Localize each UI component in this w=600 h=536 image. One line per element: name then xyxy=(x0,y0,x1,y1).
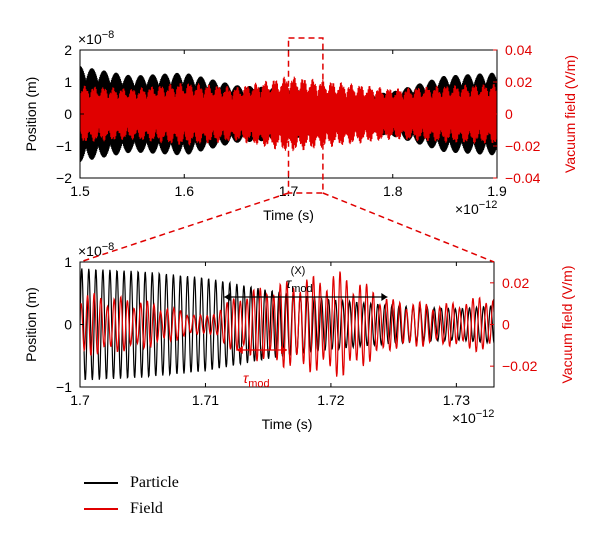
x-tick-label: 1.6 xyxy=(175,183,195,199)
x-tick-label: 1.71 xyxy=(192,392,219,408)
y2-tick-label: −0.02 xyxy=(502,358,538,374)
y-tick-label: 1 xyxy=(64,254,72,270)
y2-axis-label: Vacuum field (V/m) xyxy=(562,55,578,173)
x-tick-label: 1.73 xyxy=(443,392,470,408)
y-tick-label: 1 xyxy=(64,74,72,90)
zoom-box xyxy=(287,37,324,194)
bottom-chart: 1.7 1.71 1.72 1.7310−10.020−0.02×10−8×10−12… xyxy=(23,241,575,432)
y-tick-label: 0 xyxy=(64,106,72,122)
legend-swatch-field xyxy=(84,508,118,510)
y2-axis-label: Vacuum field (V/m) xyxy=(559,266,575,384)
zoom-line-right xyxy=(322,192,495,263)
x-tick-label: 1.8 xyxy=(383,183,403,199)
zoom-connector-lines xyxy=(79,192,495,263)
plot-area xyxy=(80,66,497,162)
tau-x-arrowhead-right xyxy=(381,293,388,301)
x-tick-label: 1.72 xyxy=(317,392,344,408)
legend-label-particle: Particle xyxy=(130,474,179,491)
tau-field-arrowhead-left xyxy=(236,346,243,354)
x-axis-label: Time (s) xyxy=(262,416,313,432)
series-field-line xyxy=(80,76,497,152)
zoom-line-left xyxy=(79,192,289,263)
y2-tick-label: 0.02 xyxy=(502,275,529,291)
y2-tick-label: −0.04 xyxy=(505,170,541,186)
y-tick-label: −2 xyxy=(56,170,72,186)
legend-label-field: Field xyxy=(130,500,163,517)
plot-area xyxy=(80,268,494,381)
legend-item-particle: Particle xyxy=(84,470,179,496)
y2-tick-label: 0 xyxy=(502,317,510,333)
y-tick-label: −1 xyxy=(56,138,72,154)
x-exponent-label: ×10−12 xyxy=(455,199,497,217)
legend-swatch-particle xyxy=(84,482,118,484)
tau-x-arrowhead-left xyxy=(224,293,231,301)
legend: Particle Field xyxy=(84,470,179,522)
y-axis-label: Position (m) xyxy=(23,77,39,152)
y-axis-label: Position (m) xyxy=(23,287,39,362)
x-axis-label: Time (s) xyxy=(263,207,314,223)
tau-field-arrowhead-right xyxy=(281,346,287,354)
y2-tick-label: −0.02 xyxy=(505,138,541,154)
y2-tick-label: 0 xyxy=(505,106,513,122)
y-tick-label: 2 xyxy=(64,42,72,58)
x-tick-label: 1.9 xyxy=(487,183,507,199)
y2-tick-label: 0.02 xyxy=(505,74,532,90)
series-field-line xyxy=(80,271,494,377)
y-tick-label: 0 xyxy=(64,317,72,333)
y-exponent-label: ×10−8 xyxy=(78,29,114,47)
top-chart: 1.5 1.6 1.7 1.8 1.9210−1−20.040.020−0.02−0.0… xyxy=(23,29,578,223)
y-tick-label: −1 xyxy=(56,379,72,395)
x-tick-label: 1.7 xyxy=(70,392,90,408)
tau-x-label: τmod(X) xyxy=(286,265,313,295)
x-exponent-label: ×10−12 xyxy=(452,408,494,426)
legend-item-field: Field xyxy=(84,496,179,522)
y2-tick-label: 0.04 xyxy=(505,42,532,58)
x-tick-label: 1.5 xyxy=(70,183,90,199)
